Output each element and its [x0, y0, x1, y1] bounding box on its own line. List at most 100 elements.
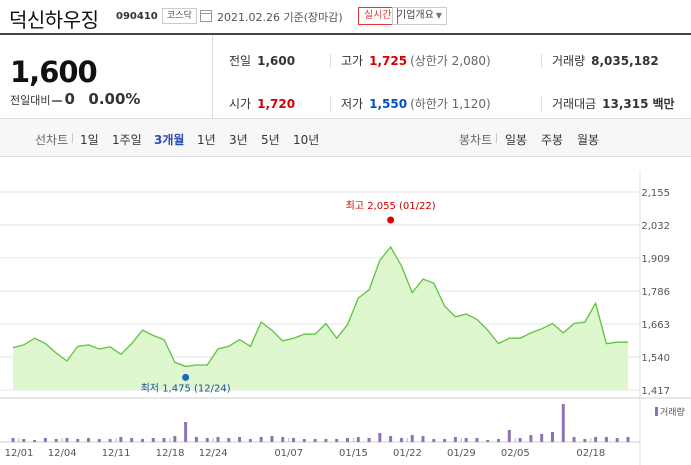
company-info-dropdown[interactable]: 기업개요 ▼ [392, 7, 447, 25]
y-tick-label: 2,155 [641, 188, 670, 199]
change-percent: 0.00% [88, 90, 141, 108]
volume-bar [399, 438, 403, 442]
market-badge: 코스닥 [162, 8, 197, 24]
volume-bar [604, 437, 608, 442]
volume-bar [205, 438, 209, 442]
period-1y[interactable]: 1년 [197, 133, 216, 147]
prev-value: 1,600 [257, 54, 296, 68]
amount-value: 13,315 [602, 97, 649, 111]
prev-close: 전일 1,600 [229, 52, 295, 69]
period-1d[interactable]: 1일 [80, 133, 99, 147]
volume-bar [615, 438, 619, 442]
volume-bar [507, 430, 511, 442]
x-tick-label: 02/18 [576, 448, 605, 459]
volume-bar [162, 438, 166, 442]
volume-bar [184, 422, 188, 442]
volume-bar [518, 438, 522, 442]
volume-bar [389, 436, 393, 442]
volume-bar [281, 437, 285, 442]
volume-bar [497, 439, 501, 442]
cell-divider [541, 54, 542, 68]
volume-value: 8,035,182 [591, 54, 659, 68]
change-row: 전일대비 0 0.00% [10, 90, 140, 108]
price-area [13, 247, 628, 390]
volume-bar [572, 437, 576, 442]
volume-bar [529, 435, 533, 442]
volume-bar [356, 437, 360, 442]
volume-bar [345, 438, 349, 442]
volume-bar [486, 440, 490, 442]
volume-bar [302, 439, 306, 442]
flat-dash-icon [52, 100, 63, 102]
line-chart-label: 선차트 [35, 133, 69, 147]
prev-label: 전일 [229, 54, 252, 68]
min-marker [182, 373, 190, 381]
volume-bar [313, 439, 317, 442]
price-line [12, 245, 628, 368]
volume-bar [87, 438, 91, 442]
volume: 거래량 8,035,182 [552, 52, 659, 69]
volume-bar [227, 438, 231, 442]
period-5y[interactable]: 5년 [261, 133, 280, 147]
x-tick-label: 01/22 [393, 448, 422, 459]
chevron-down-icon: ▼ [435, 11, 442, 20]
period-divider [496, 133, 497, 143]
period-3m[interactable]: 3개월 [154, 133, 185, 147]
volume-bar [238, 437, 242, 442]
low-price: 저가 1,550 (하한가 1,120) [341, 95, 491, 112]
max-annotation: 최고 2,055 (01/22) [346, 200, 436, 212]
max-marker [387, 216, 395, 224]
x-tick-label: 01/07 [274, 448, 303, 459]
y-tick-label: 1,540 [641, 353, 670, 364]
y-tick-label: 2,032 [641, 221, 670, 232]
realtime-button[interactable]: 실시간 [358, 7, 398, 25]
y-tick-label: 1,909 [641, 254, 670, 265]
x-tick-label: 12/24 [199, 448, 228, 459]
trade-amount: 거래대금 13,315 백만 [552, 95, 675, 112]
calendar-icon [200, 10, 212, 22]
volume-bar [259, 437, 263, 442]
volume-bar [464, 438, 468, 442]
volume-bar [324, 439, 328, 442]
volume-bar [140, 439, 144, 442]
current-price: 1,600 [10, 55, 98, 89]
candle-daily[interactable]: 일봉 [505, 133, 528, 147]
company-info-label: 기업개요 [397, 10, 434, 21]
x-tick-label: 12/11 [102, 448, 131, 459]
open-label: 시가 [229, 97, 252, 111]
period-3y[interactable]: 3년 [229, 133, 248, 147]
stock-name: 덕신하우징 [9, 8, 99, 32]
candle-monthly[interactable]: 월봉 [577, 133, 600, 147]
volume-bar [561, 404, 565, 442]
open-value: 1,720 [257, 97, 296, 111]
volume-legend-swatch [655, 407, 658, 416]
low-value: 1,550 [369, 97, 408, 111]
amount-label: 거래대금 [552, 97, 597, 111]
x-tick-label: 12/01 [5, 448, 34, 459]
y-tick-label: 1,786 [641, 287, 670, 298]
stock-header: 덕신하우징 090410 코스닥 2021.02.26 기준(장마감) 실시간 … [0, 0, 691, 33]
volume-bar [11, 438, 15, 442]
volume-bar [335, 439, 339, 442]
high-price: 고가 1,725 (상한가 2,080) [341, 52, 491, 69]
volume-bar [594, 437, 598, 442]
volume-bar [151, 438, 155, 442]
candle-weekly[interactable]: 주봉 [541, 133, 564, 147]
volume-bar [194, 437, 198, 442]
cell-divider [330, 97, 331, 111]
x-tick-label: 12/04 [48, 448, 77, 459]
period-10y[interactable]: 10년 [293, 133, 320, 147]
price-chart: 2,155 2,032 1,909 1,786 1,663 1,540 1,417 최고 2,… [0, 170, 691, 465]
x-tick-label: 01/29 [447, 448, 476, 459]
period-1w[interactable]: 1주일 [112, 133, 142, 147]
volume-bar [550, 432, 554, 442]
low-label: 저가 [341, 97, 364, 111]
volume-bar [76, 439, 80, 442]
volume-bar [626, 437, 630, 442]
quote-panel: 1,600 전일대비 0 0.00% 전일 1,600 고가 1,725 (상한가 2,… [0, 33, 691, 119]
upper-limit: (상한가 2,080) [410, 54, 491, 68]
volume-legend-label: 거래량 [660, 406, 685, 418]
volume-bar [248, 439, 252, 442]
cell-divider [330, 54, 331, 68]
y-tick-label: 1,417 [641, 386, 670, 397]
